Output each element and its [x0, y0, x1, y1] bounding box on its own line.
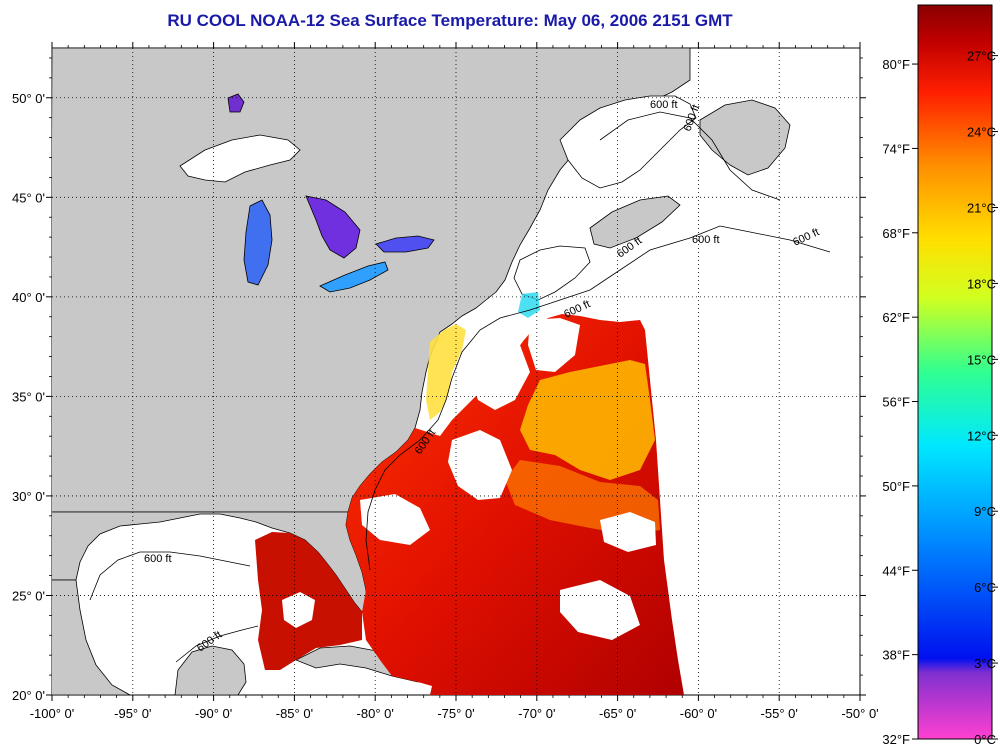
isobath-line — [437, 225, 831, 421]
isobath-label: 600 ft — [144, 553, 172, 565]
gridlines — [52, 48, 860, 695]
lake-nipigon — [227, 93, 245, 113]
cloud-patch — [560, 580, 640, 640]
lon-tick-label: -50° 0' — [841, 706, 878, 721]
isobath-line — [599, 111, 781, 201]
lat-tick-label: 35° 0' — [12, 389, 45, 404]
lon-tick-label: -75° 0' — [437, 706, 474, 721]
lon-tick-label: -70° 0' — [518, 706, 555, 721]
colorbar-label-c: 9°C — [974, 504, 996, 519]
cloud-patch — [448, 430, 512, 500]
isobath-line — [365, 419, 439, 571]
lon-tick-label: -80° 0' — [357, 706, 394, 721]
gulf-of-st-lawrence — [559, 95, 697, 189]
lake-huron — [305, 195, 361, 259]
colorbar-label-c: 21°C — [967, 200, 996, 215]
colorbar-label-c: 0°C — [974, 732, 996, 747]
cloud-patch — [468, 334, 530, 410]
lon-tick-label: -60° 0' — [680, 706, 717, 721]
cloud-patch — [528, 318, 580, 372]
colorbar-label-f: 38°F — [882, 648, 910, 663]
isobath-label: 600 ft — [692, 234, 720, 246]
colorbar-ramp — [917, 4, 993, 740]
map-title: RU COOL NOAA-12 Sea Surface Temperature:… — [167, 11, 733, 30]
lon-tick-label: -55° 0' — [761, 706, 798, 721]
colorbar-label-f: 74°F — [882, 141, 910, 156]
lon-tick-label: -100° 0' — [30, 706, 75, 721]
land-nova-scotia — [589, 195, 681, 249]
lon-tick-label: -85° 0' — [276, 706, 313, 721]
colorbar-label-f: 62°F — [882, 310, 910, 325]
gulf-of-maine — [513, 245, 591, 301]
colorbar-label-f: 32°F — [882, 732, 910, 747]
colorbar-label-f: 44°F — [882, 563, 910, 578]
isobath-line — [175, 625, 259, 663]
lon-tick-label: -90° 0' — [195, 706, 232, 721]
colorbar-label-c: 24°C — [967, 125, 996, 140]
lon-tick-label: -65° 0' — [599, 706, 636, 721]
lake-superior — [179, 134, 301, 183]
colorbar-label-f: 68°F — [882, 226, 910, 241]
lat-tick-label: 50° 0' — [12, 91, 45, 106]
colorbar-label-c: 15°C — [967, 352, 996, 367]
land-newfoundland — [699, 99, 791, 176]
colorbar: 80°F 74°F 68°F 62°F 56°F 50°F 44°F 38°F 32°F 27°C… — [882, 4, 998, 747]
land-yucatan — [174, 645, 247, 695]
lake-michigan — [243, 199, 273, 286]
isobath-label: 600 ft — [650, 99, 678, 111]
colorbar-label-c: 3°C — [974, 656, 996, 671]
lat-tick-label: 20° 0' — [12, 688, 45, 703]
map-axes: -100° 0' -95° 0' -90° 0' -85° 0' -80° 0' -75°… — [12, 42, 879, 721]
colorbar-label-f: 80°F — [882, 57, 910, 72]
lat-tick-label: 40° 0' — [12, 290, 45, 305]
isobath-line — [89, 551, 251, 601]
colorbar-label-c: 18°C — [967, 276, 996, 291]
colorbar-label-f: 56°F — [882, 395, 910, 410]
lat-tick-label: 25° 0' — [12, 588, 45, 603]
sst-field-cooler — [520, 360, 655, 480]
lake-erie — [319, 261, 389, 293]
lake-ontario — [375, 235, 435, 253]
cloud-patch — [360, 494, 430, 545]
lat-tick-label: 45° 0' — [12, 190, 45, 205]
lat-tick-label: 30° 0' — [12, 489, 45, 504]
colorbar-label-f: 50°F — [882, 479, 910, 494]
colorbar-label-c: 12°C — [967, 428, 996, 443]
cloud-patch — [600, 512, 656, 552]
lon-tick-label: -95° 0' — [114, 706, 151, 721]
colorbar-label-c: 6°C — [974, 580, 996, 595]
colorbar-label-c: 27°C — [967, 49, 996, 64]
cloud-patch — [282, 592, 315, 628]
land-mexico — [52, 579, 131, 695]
